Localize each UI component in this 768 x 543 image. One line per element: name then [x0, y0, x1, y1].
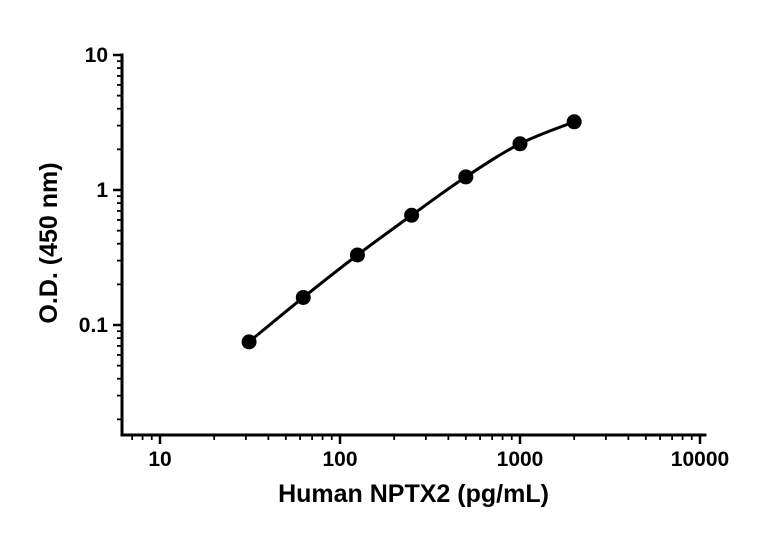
y-tick-label: 10	[85, 44, 108, 67]
x-axis-title: Human NPTX2 (pg/mL)	[278, 480, 549, 508]
y-axis-title: O.D. (450 nm)	[35, 162, 63, 323]
data-point	[241, 334, 257, 350]
data-point	[295, 289, 311, 305]
y-tick-label: 1	[96, 179, 108, 202]
x-tick-label: 100	[322, 448, 357, 471]
x-tick-label: 10	[148, 448, 171, 471]
data-point	[404, 207, 420, 223]
axes-spine	[120, 53, 707, 437]
data-point	[566, 114, 582, 130]
x-tick-label: 1000	[497, 448, 544, 471]
x-tick-label: 10000	[671, 448, 729, 471]
curve-line	[247, 120, 576, 344]
data-point	[512, 136, 528, 152]
y-tick-label: 0.1	[79, 314, 109, 337]
data-point	[349, 247, 365, 263]
data-point	[458, 169, 474, 185]
